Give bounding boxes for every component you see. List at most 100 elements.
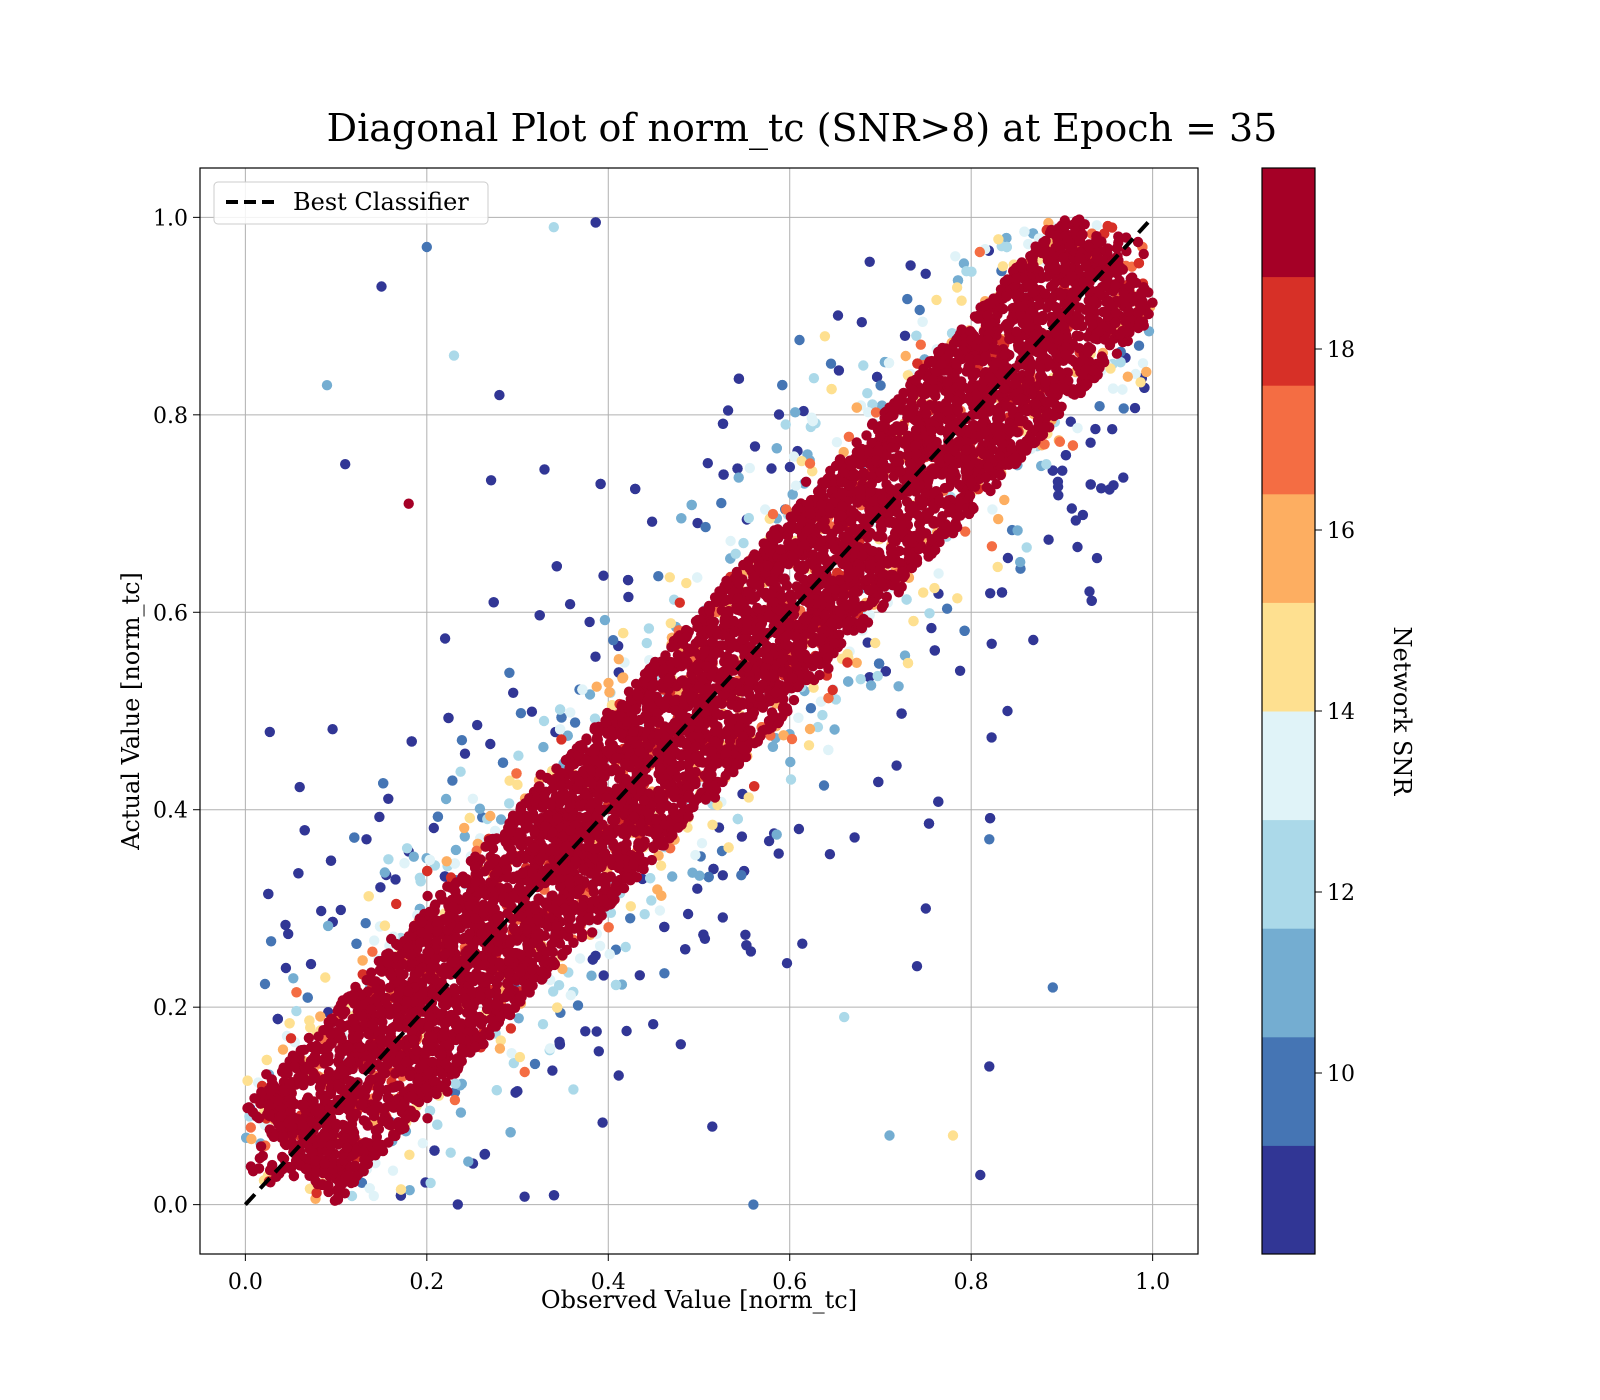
scatter-point [1015, 556, 1026, 568]
scatter-point [993, 234, 1004, 245]
scatter-point [744, 462, 755, 474]
scatter-point [797, 938, 808, 949]
scatter-point [484, 1030, 495, 1041]
scatter-point [790, 480, 802, 491]
scatter-point [929, 645, 940, 656]
scatter-point [667, 871, 678, 882]
scatter-point [648, 1018, 659, 1030]
scatter-point [785, 756, 796, 768]
scatter-point [604, 687, 615, 698]
scatter-point [340, 459, 351, 470]
scatter-point [368, 1190, 379, 1202]
scatter-point [378, 778, 389, 789]
scatter-point [1067, 440, 1079, 451]
scatter-point [738, 537, 749, 549]
scatter-point [621, 1025, 632, 1037]
scatter-point [364, 1183, 375, 1194]
scatter-point [881, 591, 892, 603]
scatter-point [829, 724, 840, 735]
scatter-point [892, 456, 903, 467]
scatter-point [474, 803, 486, 814]
scatter-point [1135, 377, 1146, 388]
scatter-point [449, 858, 460, 869]
scatter-point [645, 873, 656, 884]
scatter-point [1019, 226, 1030, 237]
scatter-point [723, 842, 734, 853]
scatter-point [548, 1190, 560, 1201]
scatter-point [681, 577, 692, 589]
scatter-point [1041, 459, 1052, 470]
scatter-point [654, 762, 666, 774]
scatter-point [620, 941, 631, 953]
chart-title: Diagonal Plot of norm_tc (SNR>8) at Epoc… [327, 106, 1278, 151]
scatter-point [736, 870, 747, 881]
scatter-point [455, 1107, 467, 1118]
scatter-point [787, 489, 798, 500]
scatter-point [280, 919, 291, 931]
scatter-point [610, 979, 622, 991]
scatter-point [303, 1032, 315, 1044]
scatter-point [723, 605, 734, 617]
scatter-point [781, 958, 793, 969]
scatter-point [777, 379, 788, 391]
scatter-point [993, 513, 1004, 525]
scatter-point [291, 1005, 302, 1017]
scatter-point [551, 561, 562, 572]
scatter-point [1122, 371, 1134, 382]
scatter-point [314, 1082, 326, 1093]
scatter-point [773, 409, 785, 420]
scatter-point [440, 793, 452, 805]
scatter-point [1043, 534, 1054, 545]
scatter-point [954, 665, 966, 676]
scatter-point [261, 1054, 272, 1066]
scatter-point [553, 980, 565, 991]
scatter-point [511, 768, 522, 779]
scatter-point [432, 1119, 443, 1130]
scatter-point [604, 949, 615, 960]
scatter-point [986, 638, 997, 649]
scatter-point [259, 978, 271, 990]
scatter-point [603, 922, 614, 933]
scatter-point [327, 724, 338, 735]
scatter-point [808, 373, 820, 384]
scatter-point [564, 599, 576, 610]
scatter-point [299, 825, 310, 836]
scatter-point [443, 712, 454, 724]
scatter-point [424, 906, 435, 917]
scatter-point [805, 703, 817, 714]
scatter-point [884, 1130, 895, 1141]
scatter-point [665, 618, 676, 629]
scatter-point [741, 940, 752, 951]
scatter-point [1072, 422, 1083, 434]
scatter-point [855, 674, 866, 685]
scatter-point [819, 331, 831, 342]
scatter-point [896, 708, 907, 719]
scatter-point [390, 1081, 401, 1093]
scatter-point [391, 898, 402, 910]
scatter-point [363, 891, 374, 902]
scatter-point [842, 657, 853, 668]
scatter-point [807, 415, 818, 427]
scatter-point [417, 1138, 428, 1149]
scatter-point [643, 623, 655, 634]
scatter-point [280, 962, 292, 974]
scatter-point [788, 451, 800, 462]
scatter-point [960, 526, 971, 537]
scatter-point [687, 867, 698, 878]
scatter-point [445, 1147, 456, 1158]
scatter-point [505, 1127, 516, 1138]
scatter-point [763, 835, 775, 847]
scatter-point [863, 407, 874, 418]
scatter-point [743, 792, 754, 803]
scatter-point [504, 798, 515, 809]
scatter-point [1094, 401, 1105, 412]
scatter-point [304, 1015, 315, 1026]
scatter-point [387, 1165, 399, 1176]
scatter-point [613, 654, 624, 665]
scatter-point [1002, 552, 1014, 564]
scatter-point [385, 1120, 396, 1131]
scatter-point [288, 973, 299, 984]
scatter-point [824, 849, 836, 860]
scatter-point [395, 1184, 407, 1195]
